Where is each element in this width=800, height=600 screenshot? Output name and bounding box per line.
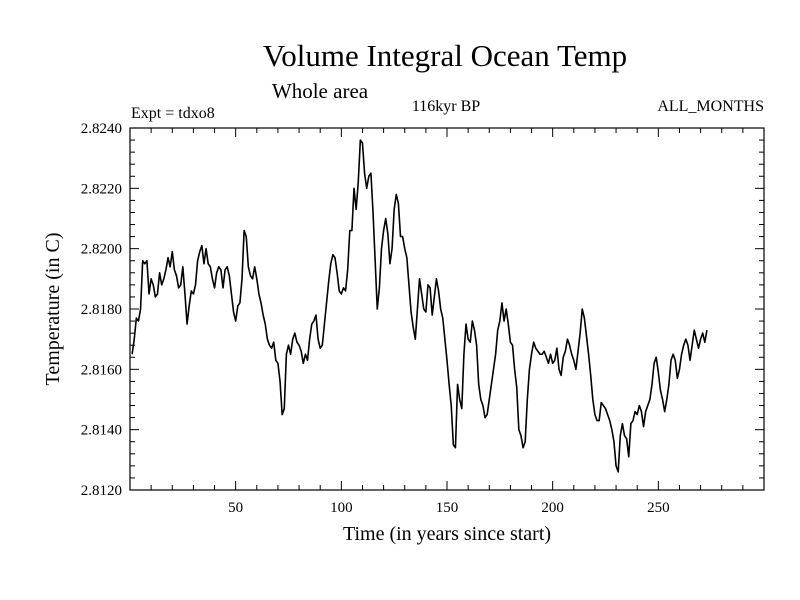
experiment-label: Expt = tdxo8: [131, 105, 215, 122]
y-tick-label: 2.8200: [81, 242, 122, 258]
x-tick-label: 150: [436, 500, 459, 516]
period-label: 116kyr BP: [412, 98, 480, 115]
y-tick-label: 2.8240: [81, 121, 122, 137]
x-axis-label: Time (in years since start): [343, 523, 551, 545]
y-tick-label: 2.8140: [81, 423, 122, 439]
axis-ticks: [130, 128, 764, 490]
y-tick-label: 2.8220: [81, 181, 122, 197]
x-tick-label: 200: [541, 500, 564, 516]
months-label: ALL_MONTHS: [657, 98, 764, 115]
series-line: [131, 139, 708, 473]
plot-frame: [129, 127, 765, 491]
y-tick-label: 2.8160: [81, 362, 122, 378]
x-tick-label: 100: [330, 500, 353, 516]
x-tick-label: 50: [228, 500, 243, 516]
chart-subtitle: Whole area: [272, 79, 369, 103]
y-tick-labels: 2.8120 2.8140 2.8160 2.8180 2.8200 2.8220 2.82…: [81, 121, 122, 499]
x-tick-label: 250: [647, 500, 670, 516]
x-tick-labels: 50 100 150 200 250: [228, 500, 669, 516]
y-tick-label: 2.8180: [81, 302, 122, 318]
y-tick-label: 2.8120: [81, 483, 122, 499]
y-axis-label: Temperature (in C): [42, 233, 64, 386]
chart-title: Volume Integral Ocean Temp: [263, 38, 627, 73]
